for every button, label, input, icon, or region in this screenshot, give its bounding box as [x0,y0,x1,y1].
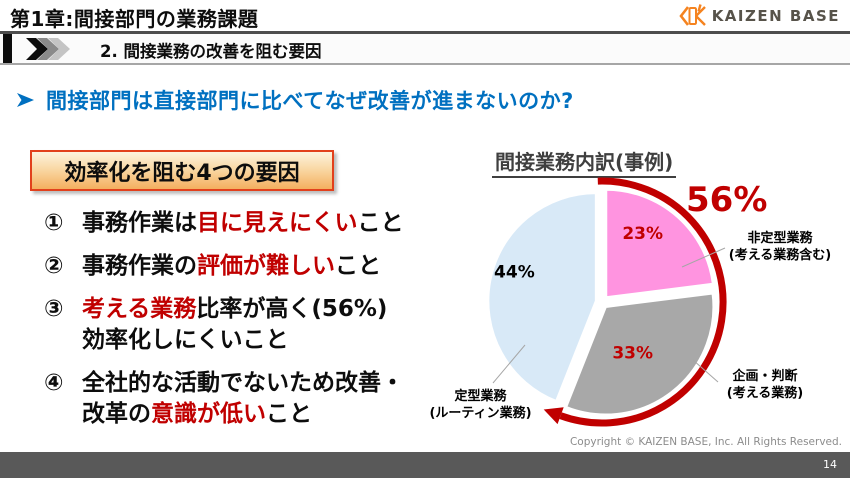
factor-item: ③ 考える業務比率が高く(56%) 効率化しにくいこと [44,294,484,356]
question-line: 間接部門は直接部門に比べてなぜ改善が進まないのか? [16,85,574,115]
factor-segment: こと [357,210,404,236]
factor-line: 全社的な活動でないため改善・ [82,368,404,399]
section-header: 2. 間接業務の改善を阻む要因 [0,34,850,65]
page-title: 第1章:間接部門の業務課題 [10,7,259,31]
factor-text: 全社的な活動でないため改善・ 改革の意識が低いこと [82,368,404,430]
factor-text: 事務作業の評価が難しいこと [82,251,381,282]
factor-number: ④ [44,370,64,396]
pie-chart: 23% 33% 44% [486,177,727,427]
section-accent-bar [3,34,12,63]
footer-bar: 14 [0,452,850,478]
factor-segment: 事務作業の [82,253,197,279]
chart-title: 間接業務内訳(事例) [492,146,677,178]
factor-item: ④ 全社的な活動でないため改善・ 改革の意識が低いこと [44,368,484,430]
factor-line: 効率化しにくいこと [82,325,387,356]
label-connector-line [692,359,719,383]
factor-segment: 事務作業は [82,210,197,236]
kaizen-base-mark-icon [679,4,706,26]
page-number: 14 [823,458,837,471]
factor-text: 事務作業は目に見えにくいこと [82,208,404,239]
factor-line: 改革の意識が低いこと [82,399,404,430]
factor-segment: 評価が難しい [197,253,335,279]
pie-value-label: 33% [612,344,653,364]
triple-chevron-right-icon [26,38,70,60]
factor-segment: 考える業務 [82,296,197,322]
factor-line: 考える業務比率が高く(56%) [82,294,387,325]
highlight-arc [559,177,727,427]
factor-number: ① [44,210,64,236]
pie-label-routine: 定型業務 (ルーティン業務) [429,389,532,421]
factor-segment: こと [266,401,312,427]
factor-segment: 比率が高く(56%) [196,296,388,322]
factor-number: ③ [44,296,64,322]
section-title: 2. 間接業務の改善を阻む要因 [100,42,322,61]
kaizen-base-logo: KAIZEN BASE [679,3,840,29]
pie-value-label: 44% [494,263,535,283]
factor-box-title: 効率化を阻む4つの要因 [64,160,300,186]
factor-text: 考える業務比率が高く(56%) 効率化しにくいこと [82,294,387,356]
header-divider [0,31,850,34]
factor-segment: 全社的な活動でないため改善・ [82,370,404,396]
pie-value-label: 23% [622,224,663,244]
pie-slice [564,291,715,417]
factor-line: 事務作業の評価が難しいこと [82,251,381,282]
pie-label-planning: 企画・判断 (考える業務) [726,369,804,401]
factor-item: ① 事務作業は目に見えにくいこと [44,208,484,239]
factor-number: ② [44,253,64,279]
arrow-bullet-icon [17,93,34,107]
factor-segment: 改革の [82,401,151,427]
factor-list: ① 事務作業は目に見えにくいこと ② 事務作業の評価が難しいこと ③ 考える業務比率が高く… [44,208,484,442]
factor-segment: 意識が低い [151,401,266,427]
factor-line: 事務作業は目に見えにくいこと [82,208,404,239]
logo-text: KAIZEN BASE [711,7,840,25]
factor-box: 効率化を阻む4つの要因 [30,150,334,191]
factor-item: ② 事務作業の評価が難しいこと [44,251,484,282]
label-connector-line [492,344,526,384]
copyright-text: Copyright © KAIZEN BASE, Inc. All Rights… [569,436,842,448]
factor-segment: こと [335,253,381,279]
label-connector-line [681,247,726,268]
factor-segment: 目に見えにくい [197,210,358,236]
question-text: 間接部門は直接部門に比べてなぜ改善が進まないのか? [46,89,574,113]
pie-slice [486,191,598,403]
factor-segment: 効率化しにくいこと [82,327,289,353]
pie-label-nonroutine: 非定型業務 (考える業務含む) [728,231,832,263]
highlight-arrowhead [543,407,564,425]
pie-slice [604,188,715,299]
chart-callout-56: 56% [686,180,768,220]
